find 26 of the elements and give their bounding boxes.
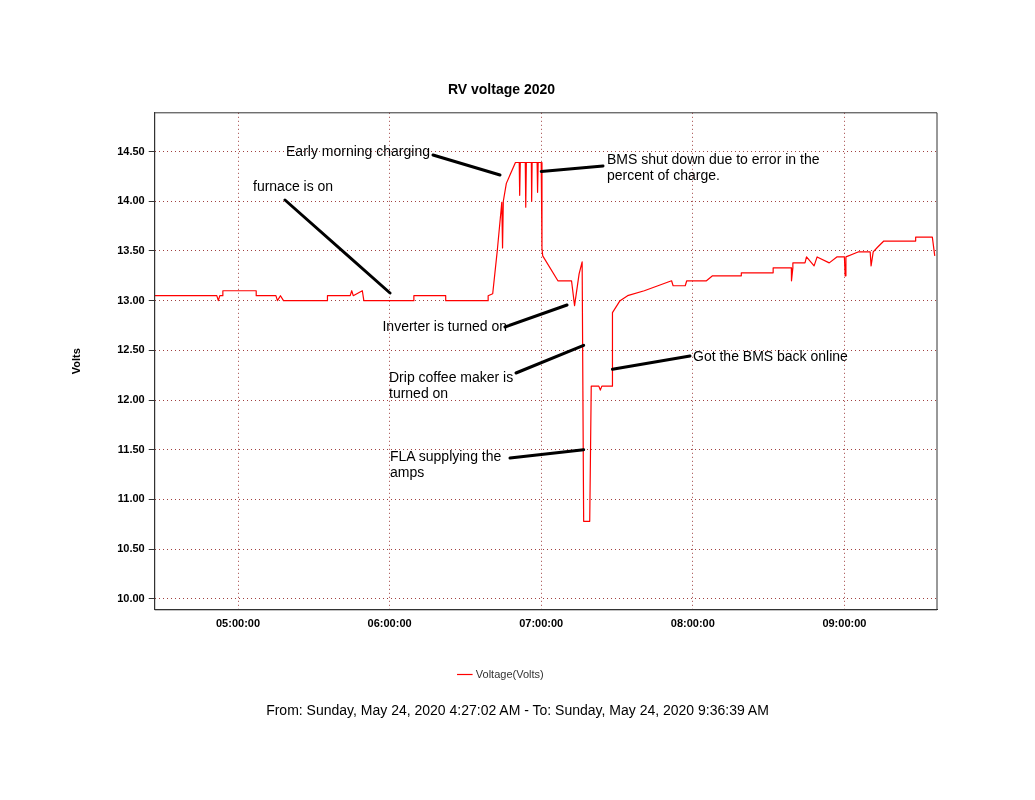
y-tick-label: 12.00	[117, 393, 145, 406]
annotation: Early morning charging	[285, 143, 430, 159]
y-tick-label: 10.00	[117, 591, 145, 604]
y-tick-label: 10.50	[117, 542, 145, 555]
legend-label: Voltage(Volts)	[475, 667, 544, 680]
x-tick-label: 07:00:00	[519, 617, 564, 630]
y-tick-label: 12.50	[117, 343, 145, 356]
chart-title: RV voltage 2020	[447, 81, 556, 98]
y-tick-label: 13.50	[117, 244, 145, 256]
annotation: Drip coffee maker is turned on	[389, 369, 515, 401]
annotation: Got the BMS back online	[693, 348, 849, 364]
x-tick-label: 06:00:00	[367, 617, 412, 630]
annotation: FLA supplying the amps	[390, 448, 503, 480]
y-tick-label: 14.50	[117, 144, 145, 157]
y-tick-label: 13.00	[117, 293, 145, 306]
y-tick-label: 14.00	[117, 194, 145, 207]
y-axis-title: Volts	[69, 348, 82, 375]
annotation: furnace is on	[253, 178, 335, 194]
text: From: Sunday, May 24, 2020 4:27:02 AM - To: Sunday, May 24, 2020 9:36:39 AM	[265, 702, 770, 718]
y-tick-label: 11.00	[117, 492, 145, 505]
annotation: Inverter is turned on	[381, 318, 507, 334]
y-tick-label: 11.50	[117, 442, 145, 455]
x-tick-label: 08:00:00	[670, 617, 715, 630]
x-tick-label: 05:00:00	[215, 617, 261, 630]
annotation: BMS shut down due to error in the percent of charge.	[607, 151, 821, 183]
x-tick-label: 09:00:00	[822, 617, 867, 630]
